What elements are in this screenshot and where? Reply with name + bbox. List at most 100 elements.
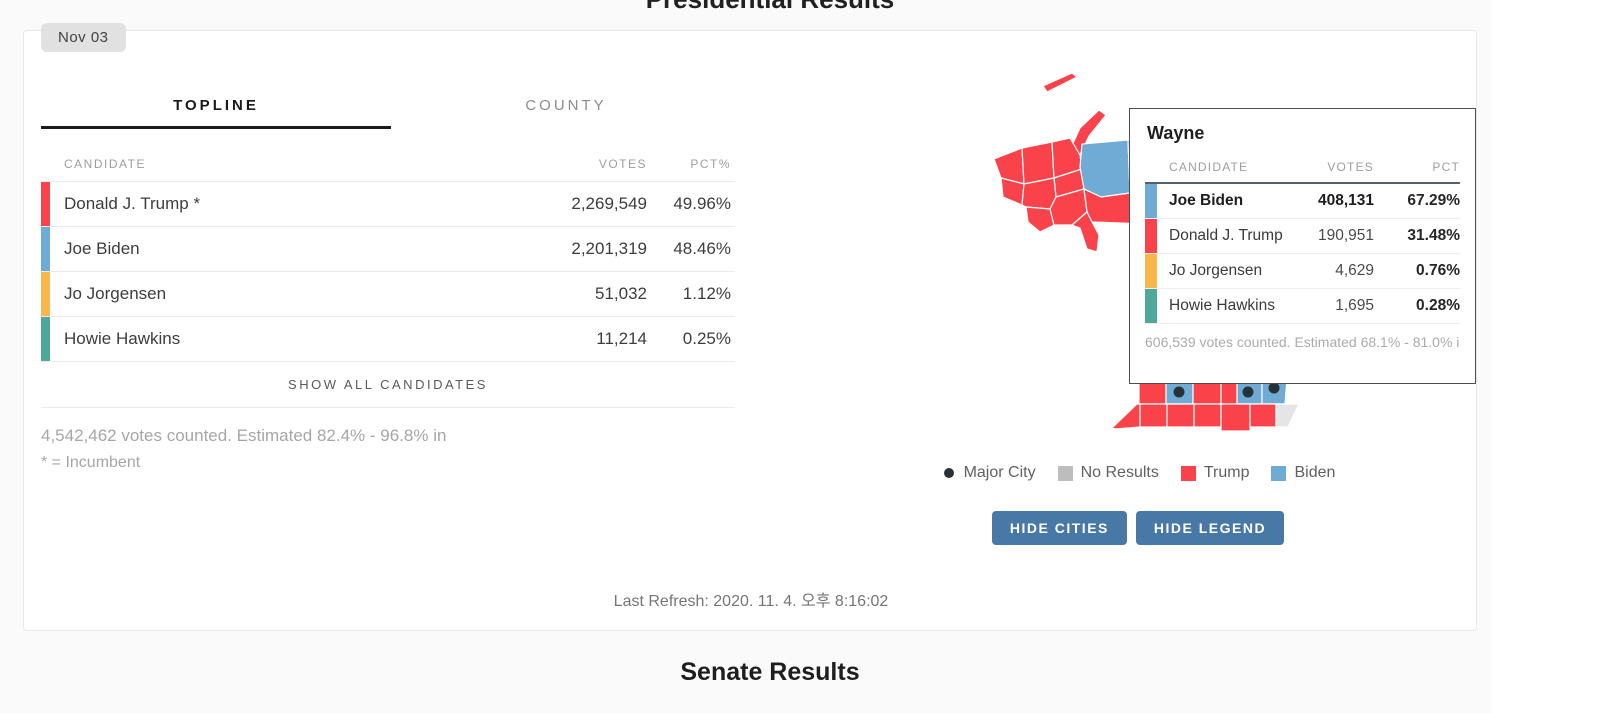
senate-results-title: Senate Results	[680, 658, 860, 686]
legend-label: Trump	[1203, 464, 1250, 481]
presidential-results-card: Nov 03 TOPLINE COUNTY CANDIDATE VOTES PC…	[23, 23, 1477, 631]
show-all-candidates-button[interactable]: SHOW ALL CANDIDATES	[41, 362, 735, 408]
header-candidate: CANDIDATE	[64, 157, 146, 171]
candidate-color-bar	[1145, 254, 1157, 288]
tooltip-header-candidate: CANDIDATE	[1169, 160, 1249, 174]
legend-item-trump: Trump	[1180, 464, 1250, 482]
candidate-name: Howie Hawkins	[64, 329, 181, 348]
county-shape	[1071, 211, 1100, 253]
candidate-votes: 2,201,319	[571, 239, 647, 258]
legend-item-major-city: Major City	[941, 464, 1036, 482]
candidate-votes: 4,629	[1335, 262, 1374, 279]
candidate-pct: 0.25%	[682, 329, 731, 348]
county-shape	[1111, 403, 1141, 430]
tooltip-row: Jo Jorgensen 4,629 0.76%	[1145, 254, 1460, 289]
candidate-pct: 48.46%	[673, 239, 731, 258]
tooltip-votes-counted-note: 606,539 votes counted. Estimated 68.1% -…	[1145, 334, 1460, 350]
county-shape	[1220, 403, 1251, 431]
county-shape	[1025, 206, 1055, 233]
table-row: Joe Biden 2,201,319 48.46%	[41, 227, 735, 272]
results-tabs: TOPLINE COUNTY	[41, 89, 741, 129]
biden-swatch-icon	[1271, 465, 1287, 481]
candidate-pct: 0.28%	[1416, 297, 1460, 314]
tooltip-row: Joe Biden 408,131 67.29%	[1145, 184, 1460, 219]
county-shape	[1021, 141, 1055, 185]
major-city-dot-icon	[1242, 386, 1254, 398]
major-city-dot-icon	[1173, 386, 1185, 398]
legend-label: Major City	[963, 464, 1036, 481]
map-legend: Major City No Results Trump Biden	[913, 464, 1363, 482]
candidate-pct: 31.48%	[1407, 227, 1460, 244]
tab-county-label: COUNTY	[525, 97, 607, 114]
county-shape	[1079, 139, 1131, 198]
trump-swatch-icon	[1180, 465, 1196, 481]
votes-counted-note: 4,542,462 votes counted. Estimated 82.4%…	[41, 426, 447, 445]
major-city-dot-icon	[1268, 382, 1280, 394]
candidate-votes: 2,269,549	[571, 194, 647, 213]
header-votes: VOTES	[598, 157, 647, 171]
table-row: Howie Hawkins 11,214 0.25%	[41, 317, 735, 362]
tooltip-table-header: CANDIDATE VOTES PCT	[1145, 152, 1460, 184]
table-row: Jo Jorgensen 51,032 1.12%	[41, 272, 735, 317]
county-shape	[1275, 403, 1300, 428]
candidate-name: Joe Biden	[64, 239, 140, 258]
no-results-swatch-icon	[1057, 465, 1073, 481]
county-shape	[1166, 403, 1195, 428]
candidate-pct: 0.76%	[1416, 262, 1460, 279]
candidate-color-bar	[41, 227, 50, 271]
page-title: Presidential Results	[23, 0, 1517, 15]
tab-county[interactable]: COUNTY	[391, 89, 741, 129]
county-shape	[993, 147, 1025, 185]
tooltip-header-pct: PCT	[1432, 160, 1460, 174]
candidate-color-bar	[1145, 289, 1157, 323]
candidate-color-bar	[41, 182, 50, 226]
map-buttons: HIDE CITIES HIDE LEGEND	[913, 511, 1363, 545]
legend-label: No Results	[1080, 464, 1159, 481]
county-shape	[1139, 403, 1168, 428]
legend-item-biden: Biden	[1271, 464, 1335, 482]
table-row: Donald J. Trump * 2,269,549 49.96%	[41, 182, 735, 227]
county-shape	[1042, 72, 1078, 93]
tooltip-county-name: Wayne	[1147, 123, 1205, 143]
topline-results-table: CANDIDATE VOTES PCT% Donald J. Trump * 2…	[41, 151, 735, 408]
tooltip-row: Donald J. Trump 190,951 31.48%	[1145, 219, 1460, 254]
legend-label: Biden	[1294, 464, 1336, 481]
date-badge[interactable]: Nov 03	[41, 23, 126, 52]
tooltip-row: Howie Hawkins 1,695 0.28%	[1145, 289, 1460, 324]
candidate-color-bar	[41, 272, 50, 316]
candidate-name: Donald J. Trump	[1169, 227, 1283, 244]
candidate-name: Howie Hawkins	[1169, 297, 1275, 314]
county-shape	[1193, 403, 1222, 428]
candidate-name: Jo Jorgensen	[1169, 262, 1263, 279]
candidate-votes: 408,131	[1317, 192, 1374, 209]
map-controls: Major City No Results Trump Biden HIDE C…	[913, 464, 1363, 545]
table-body: Donald J. Trump * 2,269,549 49.96% Joe B…	[41, 181, 735, 362]
county-shape	[1249, 403, 1277, 428]
candidate-name: Jo Jorgensen	[64, 284, 167, 303]
candidate-pct: 49.96%	[673, 194, 731, 213]
candidate-votes: 190,951	[1317, 227, 1374, 244]
hide-cities-button[interactable]: HIDE CITIES	[991, 511, 1127, 545]
candidate-votes: 51,032	[595, 284, 647, 303]
hide-legend-button[interactable]: HIDE LEGEND	[1135, 511, 1285, 545]
page-margin	[1491, 0, 1616, 713]
major-city-dot-icon	[943, 468, 954, 478]
candidate-votes: 11,214	[596, 329, 647, 348]
legend-item-no-results: No Results	[1057, 464, 1159, 482]
candidate-name: Donald J. Trump *	[64, 194, 201, 213]
tab-topline[interactable]: TOPLINE	[41, 89, 391, 129]
county-tooltip: Wayne CANDIDATE VOTES PCT Joe Biden 408,…	[1129, 108, 1476, 384]
candidate-color-bar	[1145, 219, 1157, 253]
tooltip-header-votes: VOTES	[1327, 160, 1374, 174]
candidate-pct: 67.29%	[1407, 192, 1460, 209]
candidate-color-bar	[1145, 184, 1157, 218]
table-header: CANDIDATE VOTES PCT%	[41, 151, 735, 181]
candidate-pct: 1.12%	[682, 284, 731, 303]
tab-topline-label: TOPLINE	[173, 97, 259, 114]
candidate-votes: 1,695	[1335, 297, 1374, 314]
incumbent-note: * = Incumbent	[41, 454, 141, 471]
header-pct: PCT%	[690, 157, 731, 171]
candidate-color-bar	[41, 317, 50, 361]
candidate-name: Joe Biden	[1169, 192, 1244, 209]
last-refresh-text: Last Refresh: 2020. 11. 4. 오후 8:16:02	[613, 593, 889, 610]
